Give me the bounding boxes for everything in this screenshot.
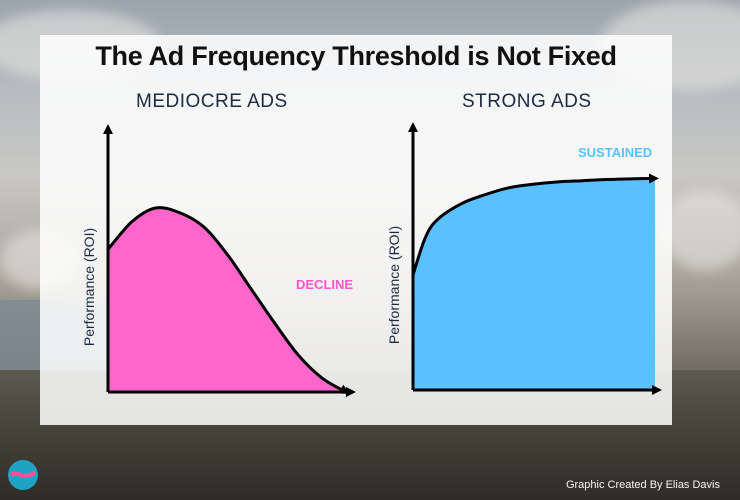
mediocre-series-line [106,206,350,395]
credit-text: Graphic Created By Elias Davis [565,479,720,491]
brand-logo [6,458,40,492]
strong-ads-chart: Performance (ROI) SUSTAINED [386,122,662,395]
mediocre-area [108,207,346,392]
strong-area [413,178,655,390]
strong-ads-heading: STRONG ADS [462,91,592,112]
strong-annotation: SUSTAINED [578,145,652,160]
strong-y-axis-label: Performance (ROI) [386,226,402,344]
mediocre-annotation: DECLINE [296,277,353,292]
chart-title: The Ad Frequency Threshold is Not Fixed [95,41,617,71]
strong-series-line [411,173,659,276]
mediocre-y-axis-label: Performance (ROI) [81,228,97,346]
mediocre-ads-heading: MEDIOCRE ADS [136,91,288,112]
mediocre-ads-chart: Performance (ROI) DECLINE [81,124,356,397]
